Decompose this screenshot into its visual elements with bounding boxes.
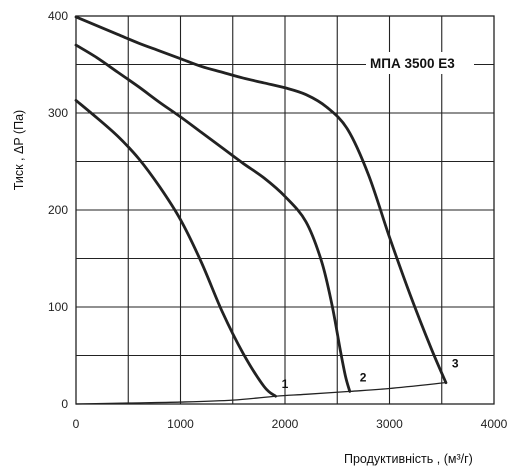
curve-label-3: 3 xyxy=(452,357,459,371)
x-tick-label: 2000 xyxy=(272,417,299,431)
y-tick-label: 0 xyxy=(61,397,68,411)
x-axis-title: Продуктивність , (м³/г) xyxy=(344,452,473,466)
x-tick-label: 0 xyxy=(73,417,80,431)
y-tick-label: 300 xyxy=(48,106,68,120)
fan-curve-3 xyxy=(74,15,448,385)
curves: 1 2 3 xyxy=(74,15,459,405)
fan-curve-1 xyxy=(74,98,277,398)
y-axis-title: Тиск , ΔP (Па) xyxy=(12,110,26,190)
x-tick-label: 1000 xyxy=(167,417,194,431)
annotation-background xyxy=(366,52,474,74)
y-tick-label: 400 xyxy=(48,9,68,23)
curve-label-1: 1 xyxy=(282,377,289,391)
curve-label-2: 2 xyxy=(360,370,367,384)
chart-annotation: МПА 3500 Е3 xyxy=(370,56,455,71)
x-tick-label: 3000 xyxy=(376,417,403,431)
x-tick-label: 4000 xyxy=(481,417,508,431)
y-tick-label: 200 xyxy=(48,203,68,217)
tick-labels: 0 1000 2000 3000 4000 0 100 200 300 400 xyxy=(48,9,508,431)
grid xyxy=(75,15,495,405)
y-tick-label: 100 xyxy=(48,300,68,314)
fan-curve-2 xyxy=(74,43,352,393)
